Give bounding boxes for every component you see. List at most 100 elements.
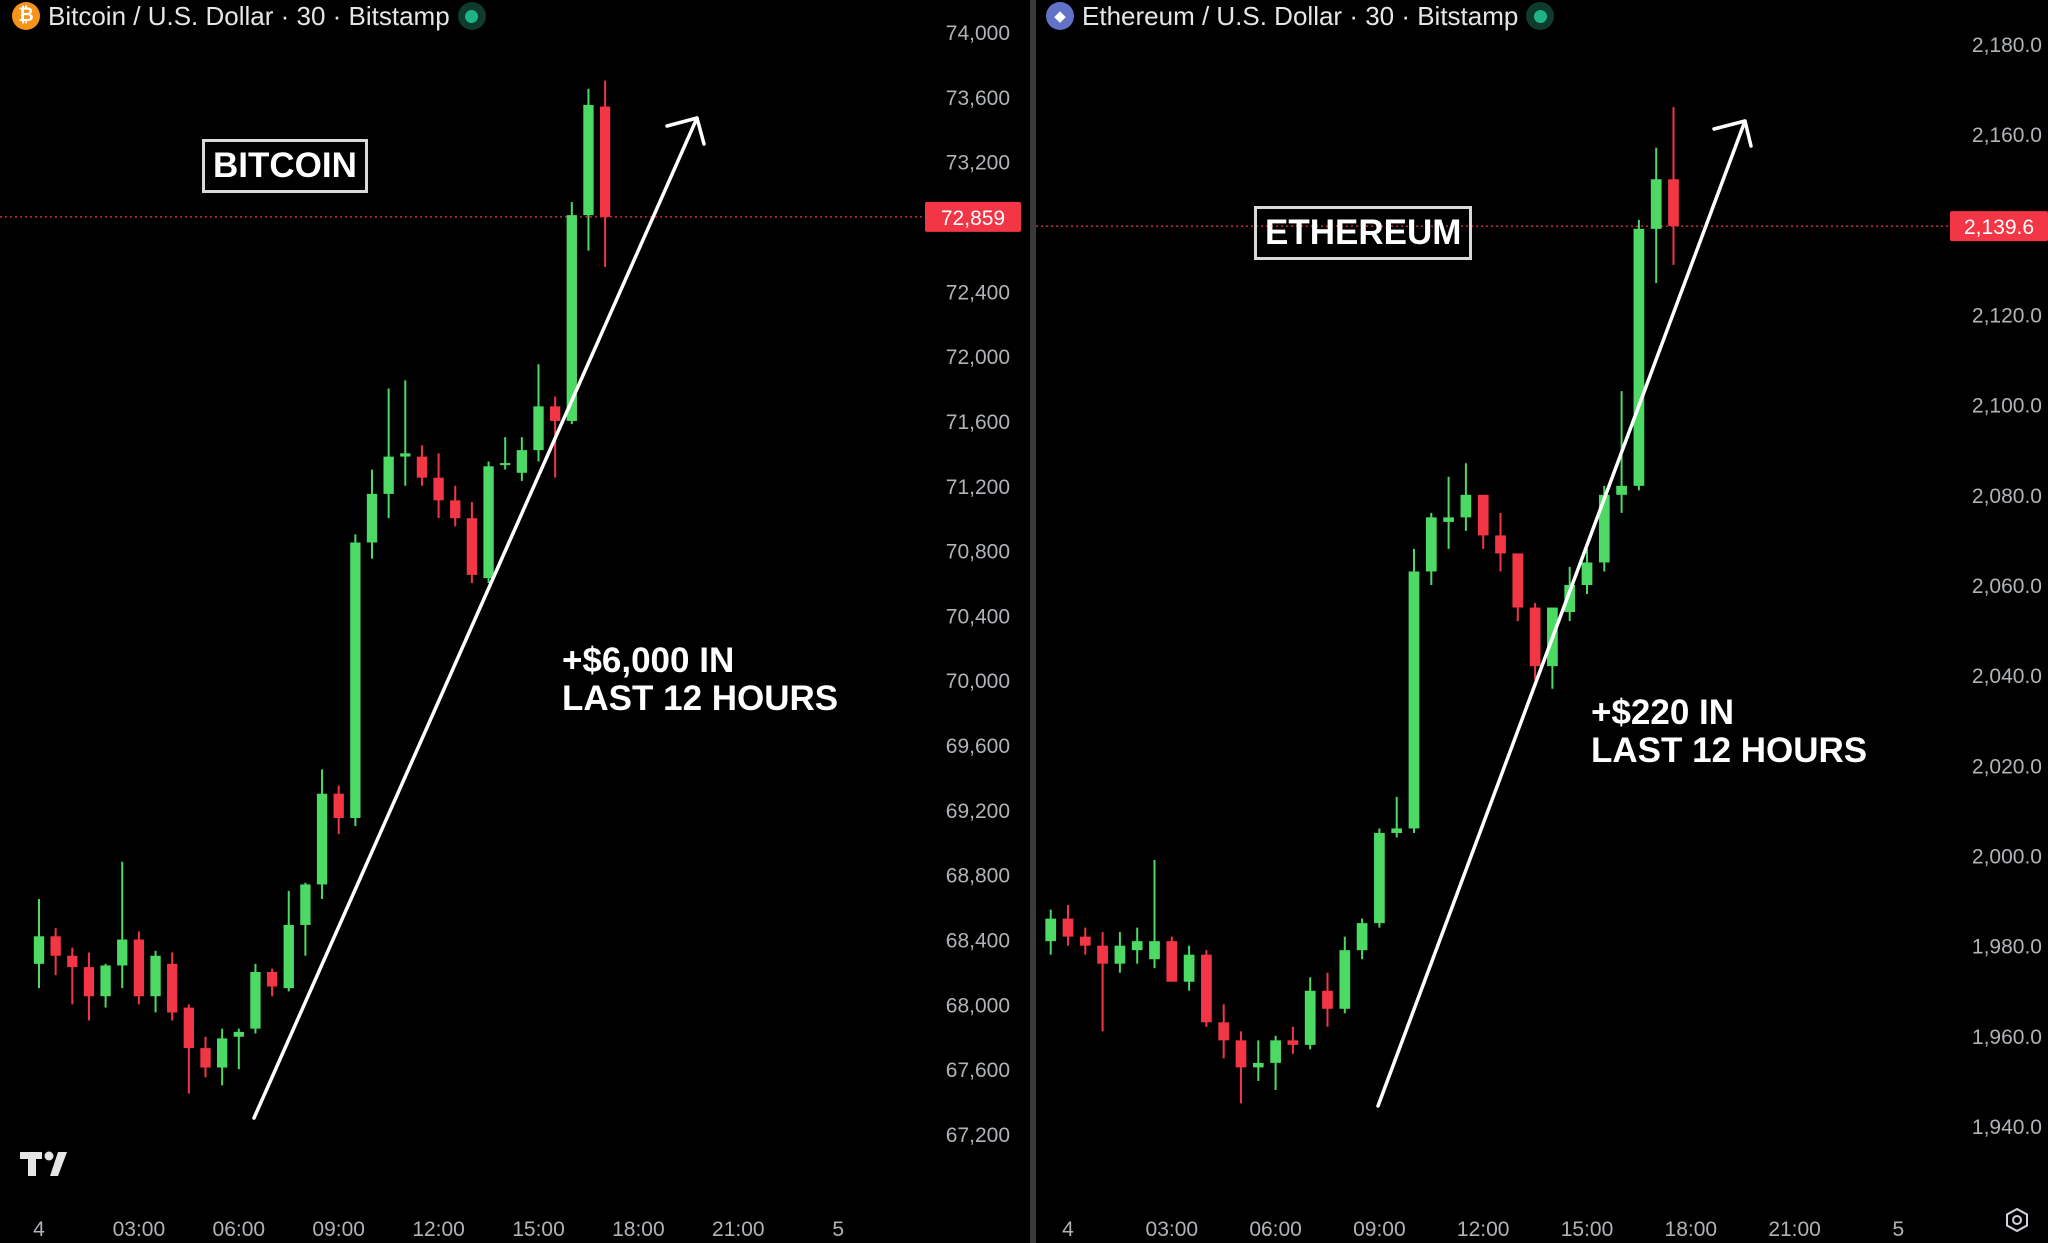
last-price-label: 2,139.6 (1964, 216, 2034, 239)
last-price-tag (925, 201, 1021, 232)
candle-body (1304, 990, 1316, 1045)
candle-body (1339, 950, 1351, 1009)
y-axis-tick-label: 2,100.0 (1972, 395, 2042, 418)
bitcoin-chart-canvas[interactable]: 74,000 73,600 73,200 72,400 72,000 71,600 71,2… (0, 0, 1030, 1243)
candle-body (549, 406, 561, 421)
x-axis-tick-label: 5 (832, 1218, 844, 1241)
settings-gear-icon[interactable] (2004, 1207, 2030, 1233)
bitcoin-symbol-title[interactable]: Bitcoin / U.S. Dollar · 30 · Bitstamp (48, 0, 450, 31)
y-axis-tick-label: 2,180.0 (1972, 34, 2042, 57)
bitcoin-chart-panel[interactable]: 74,000 73,600 73,200 72,400 72,000 71,600 71,2… (0, 0, 1030, 1243)
last-price-tag (1950, 211, 2048, 242)
candle-body (133, 939, 145, 997)
candle-body (1322, 990, 1333, 1009)
candle-body (33, 936, 45, 964)
trend-arrow-line (252, 116, 699, 1120)
candle-body (250, 971, 261, 1029)
candle-body (50, 936, 61, 956)
candle-body (1235, 1040, 1247, 1068)
y-axis-tick-label: 71,200 (946, 476, 1010, 499)
y-axis-tick-label: 2,060.0 (1972, 575, 2042, 598)
y-axis-tick-label: 67,600 (946, 1059, 1010, 1082)
x-axis-tick-label: 06:00 (1249, 1218, 1302, 1241)
ethereum-header: ◆ Ethereum / U.S. Dollar · 30 · Bitstamp (1046, 0, 1555, 32)
candle-body (200, 1048, 211, 1068)
candle-body (67, 955, 78, 968)
tradingview-logo-icon[interactable] (20, 1148, 76, 1183)
candle-body (167, 963, 178, 1013)
y-axis-tick-label: 68,400 (946, 930, 1010, 953)
candle-body (216, 1038, 228, 1068)
candle-body (300, 884, 311, 925)
candle-body (1581, 562, 1593, 585)
y-axis-tick-label: 69,600 (946, 735, 1010, 758)
ethereum-chart-panel[interactable]: 2,180.0 2,160.0 2,120.0 2,100.0 2,080.0 2,060… (1036, 0, 2048, 1243)
candle-body (1668, 179, 1679, 227)
candle-body (83, 967, 95, 997)
bitcoin-box-label: BITCOIN (202, 139, 368, 193)
ethereum-chart-canvas[interactable]: 2,180.0 2,160.0 2,120.0 2,100.0 2,080.0 2,060… (1036, 0, 2048, 1243)
candle-body (483, 466, 494, 579)
candle-body (583, 104, 594, 216)
candle-body (1616, 485, 1627, 495)
candle-body (1598, 494, 1610, 563)
candle-body (1097, 945, 1108, 964)
y-axis-tick-label: 1,960.0 (1972, 1026, 2042, 1049)
candle-body (1183, 954, 1195, 982)
bitcoin-gain-annotation-line1: +$6,000 IN (562, 641, 735, 680)
candle-body (1391, 828, 1403, 833)
candle-body (1287, 1040, 1299, 1045)
y-axis-tick-label: 69,200 (946, 800, 1010, 823)
candle-body (1529, 607, 1541, 667)
x-axis-tick-label: 4 (1062, 1218, 1074, 1241)
candle-body (1079, 936, 1091, 946)
y-axis-tick-label: 2,120.0 (1972, 305, 2042, 328)
x-axis-tick-label: 15:00 (1561, 1218, 1614, 1241)
y-axis-tick-label: 70,800 (946, 541, 1010, 564)
market-status-icon[interactable] (457, 2, 486, 30)
candle-body (1270, 1040, 1281, 1063)
y-axis-tick-label: 70,000 (946, 670, 1010, 693)
y-axis-tick-label: 2,000.0 (1972, 846, 2042, 869)
candle-body (599, 106, 611, 217)
candle-body (450, 500, 461, 519)
y-axis-tick-label: 2,080.0 (1972, 485, 2042, 508)
candle-body (1564, 585, 1576, 613)
candle-body (1149, 941, 1160, 960)
candle-body (566, 215, 577, 421)
y-axis-tick-label: 70,400 (946, 605, 1010, 628)
candle-body (1131, 941, 1143, 951)
candle-body (1425, 517, 1437, 572)
bitcoin-icon: ₿ (12, 2, 40, 30)
y-axis-tick-label: 73,600 (946, 87, 1010, 110)
ethereum-icon: ◆ (1046, 2, 1074, 30)
candle-body (266, 971, 278, 987)
candle-body (533, 406, 544, 451)
candle-body (466, 518, 478, 575)
ethereum-symbol-title[interactable]: Ethereum / U.S. Dollar · 30 · Bitstamp (1082, 0, 1519, 31)
bitcoin-header: ₿ Bitcoin / U.S. Dollar · 30 · Bitstamp (12, 0, 486, 32)
candle-body (1374, 832, 1385, 924)
candle-body (1633, 228, 1645, 486)
candle-body (500, 463, 511, 466)
x-axis-tick-label: 09:00 (1353, 1218, 1406, 1241)
trend-arrow-head-icon (1712, 119, 1753, 148)
candle-body (100, 965, 111, 997)
x-axis-tick-label: 18:00 (612, 1218, 665, 1241)
y-axis-tick-label: 71,600 (946, 411, 1010, 434)
y-axis-tick-label: 1,980.0 (1972, 936, 2042, 959)
y-axis-tick-label: 67,200 (946, 1124, 1010, 1147)
candle-body (1062, 918, 1074, 937)
ethereum-gain-annotation-line1: +$220 IN (1591, 693, 1735, 732)
y-axis-tick-label: 68,000 (946, 994, 1010, 1017)
market-status-icon[interactable] (1526, 2, 1555, 30)
y-axis-tick-label: 2,020.0 (1972, 755, 2042, 778)
x-axis-tick-label: 21:00 (1768, 1218, 1821, 1241)
panel-divider[interactable] (1030, 0, 1036, 1243)
x-axis-tick-label: 5 (1893, 1218, 1905, 1241)
candle-body (1460, 494, 1472, 518)
ethereum-box-label: ETHEREUM (1254, 206, 1473, 260)
candle-body (1477, 494, 1489, 536)
x-axis-tick-label: 09:00 (312, 1218, 365, 1241)
candle-body (433, 477, 444, 501)
